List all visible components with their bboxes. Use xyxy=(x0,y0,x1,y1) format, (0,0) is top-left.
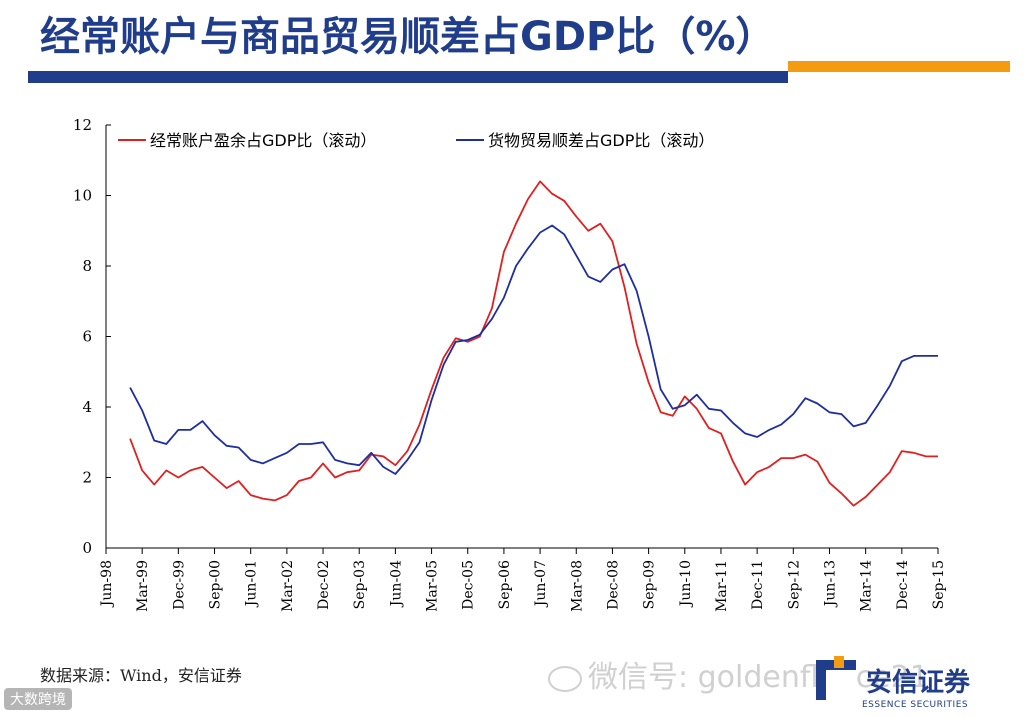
x-tick-label: Jun-10 xyxy=(678,560,694,608)
x-tick-label: Sep-15 xyxy=(931,560,947,609)
x-tick-label: Dec-14 xyxy=(895,560,911,610)
legend-label-2: 货物贸易顺差占GDP比（滚动） xyxy=(488,131,714,150)
x-tick-label: Jun-01 xyxy=(244,560,260,608)
x-tick-label: Jun-04 xyxy=(388,560,404,608)
x-tick-label: Sep-06 xyxy=(497,560,513,609)
y-tick-label: 8 xyxy=(82,257,92,275)
x-tick-label: Mar-02 xyxy=(280,560,296,612)
x-tick-label: Mar-99 xyxy=(135,560,151,612)
chart-ticks: 0 2 4 6 8 10 12 Jun-98 Mar-99 Dec-99 Sep-00 Jun-01 M… xyxy=(73,116,947,612)
x-tick-label: Jun-13 xyxy=(822,560,838,608)
x-tick-label: Dec-11 xyxy=(750,560,766,610)
x-tick-label: Sep-03 xyxy=(352,560,368,609)
x-tick-label: Mar-08 xyxy=(569,560,585,612)
x-tick-label: Mar-05 xyxy=(425,560,441,612)
chart-legend: 经常账户盈余占GDP比（滚动） 货物贸易顺差占GDP比（滚动） xyxy=(118,131,714,150)
y-tick-label: 10 xyxy=(73,187,92,205)
x-tick-label: Sep-12 xyxy=(786,560,802,609)
series-line-2 xyxy=(129,224,938,475)
x-tick-label: Mar-14 xyxy=(859,560,875,612)
y-tick-label: 4 xyxy=(82,398,92,416)
x-tick-label: Dec-08 xyxy=(605,560,621,610)
x-tick-label: Sep-09 xyxy=(642,560,658,609)
y-tick-label: 0 xyxy=(82,539,92,557)
slide-title: 经常账户与商品贸易顺差占GDP比（%） xyxy=(40,14,776,60)
x-tick-label: Mar-11 xyxy=(714,560,730,612)
x-tick-label: Dec-02 xyxy=(316,560,332,610)
chart-series xyxy=(129,180,938,507)
legend-label-1: 经常账户盈余占GDP比（滚动） xyxy=(150,131,376,150)
x-tick-label: Jun-98 xyxy=(99,560,115,608)
title-underline-orange xyxy=(788,61,1010,72)
x-tick-label: Dec-05 xyxy=(461,560,477,610)
corner-badge: 大数跨境 xyxy=(4,688,72,710)
y-tick-label: 2 xyxy=(82,469,92,487)
x-tick-label: Jun-07 xyxy=(533,560,549,608)
source-note: 数据来源：Wind，安信证券 xyxy=(40,666,242,685)
wechat-watermark: 微信号: goldenfleece21 xyxy=(548,652,929,696)
company-logo: 安信证券 ESSENCE SECURITIES xyxy=(816,656,1016,714)
y-tick-label: 12 xyxy=(73,116,92,134)
series-line-1 xyxy=(129,180,938,507)
logo-subtitle: ESSENCE SECURITIES xyxy=(862,700,969,710)
y-tick-label: 6 xyxy=(82,328,92,346)
title-underline-blue xyxy=(28,71,788,83)
wechat-icon xyxy=(548,665,582,692)
x-tick-label: Dec-99 xyxy=(171,560,187,610)
logo-name: 安信证券 xyxy=(866,668,971,698)
chart-axes xyxy=(105,125,938,549)
watermark-text: 微信号: goldenfleece21 xyxy=(588,660,929,695)
x-tick-label: Sep-00 xyxy=(208,560,224,609)
